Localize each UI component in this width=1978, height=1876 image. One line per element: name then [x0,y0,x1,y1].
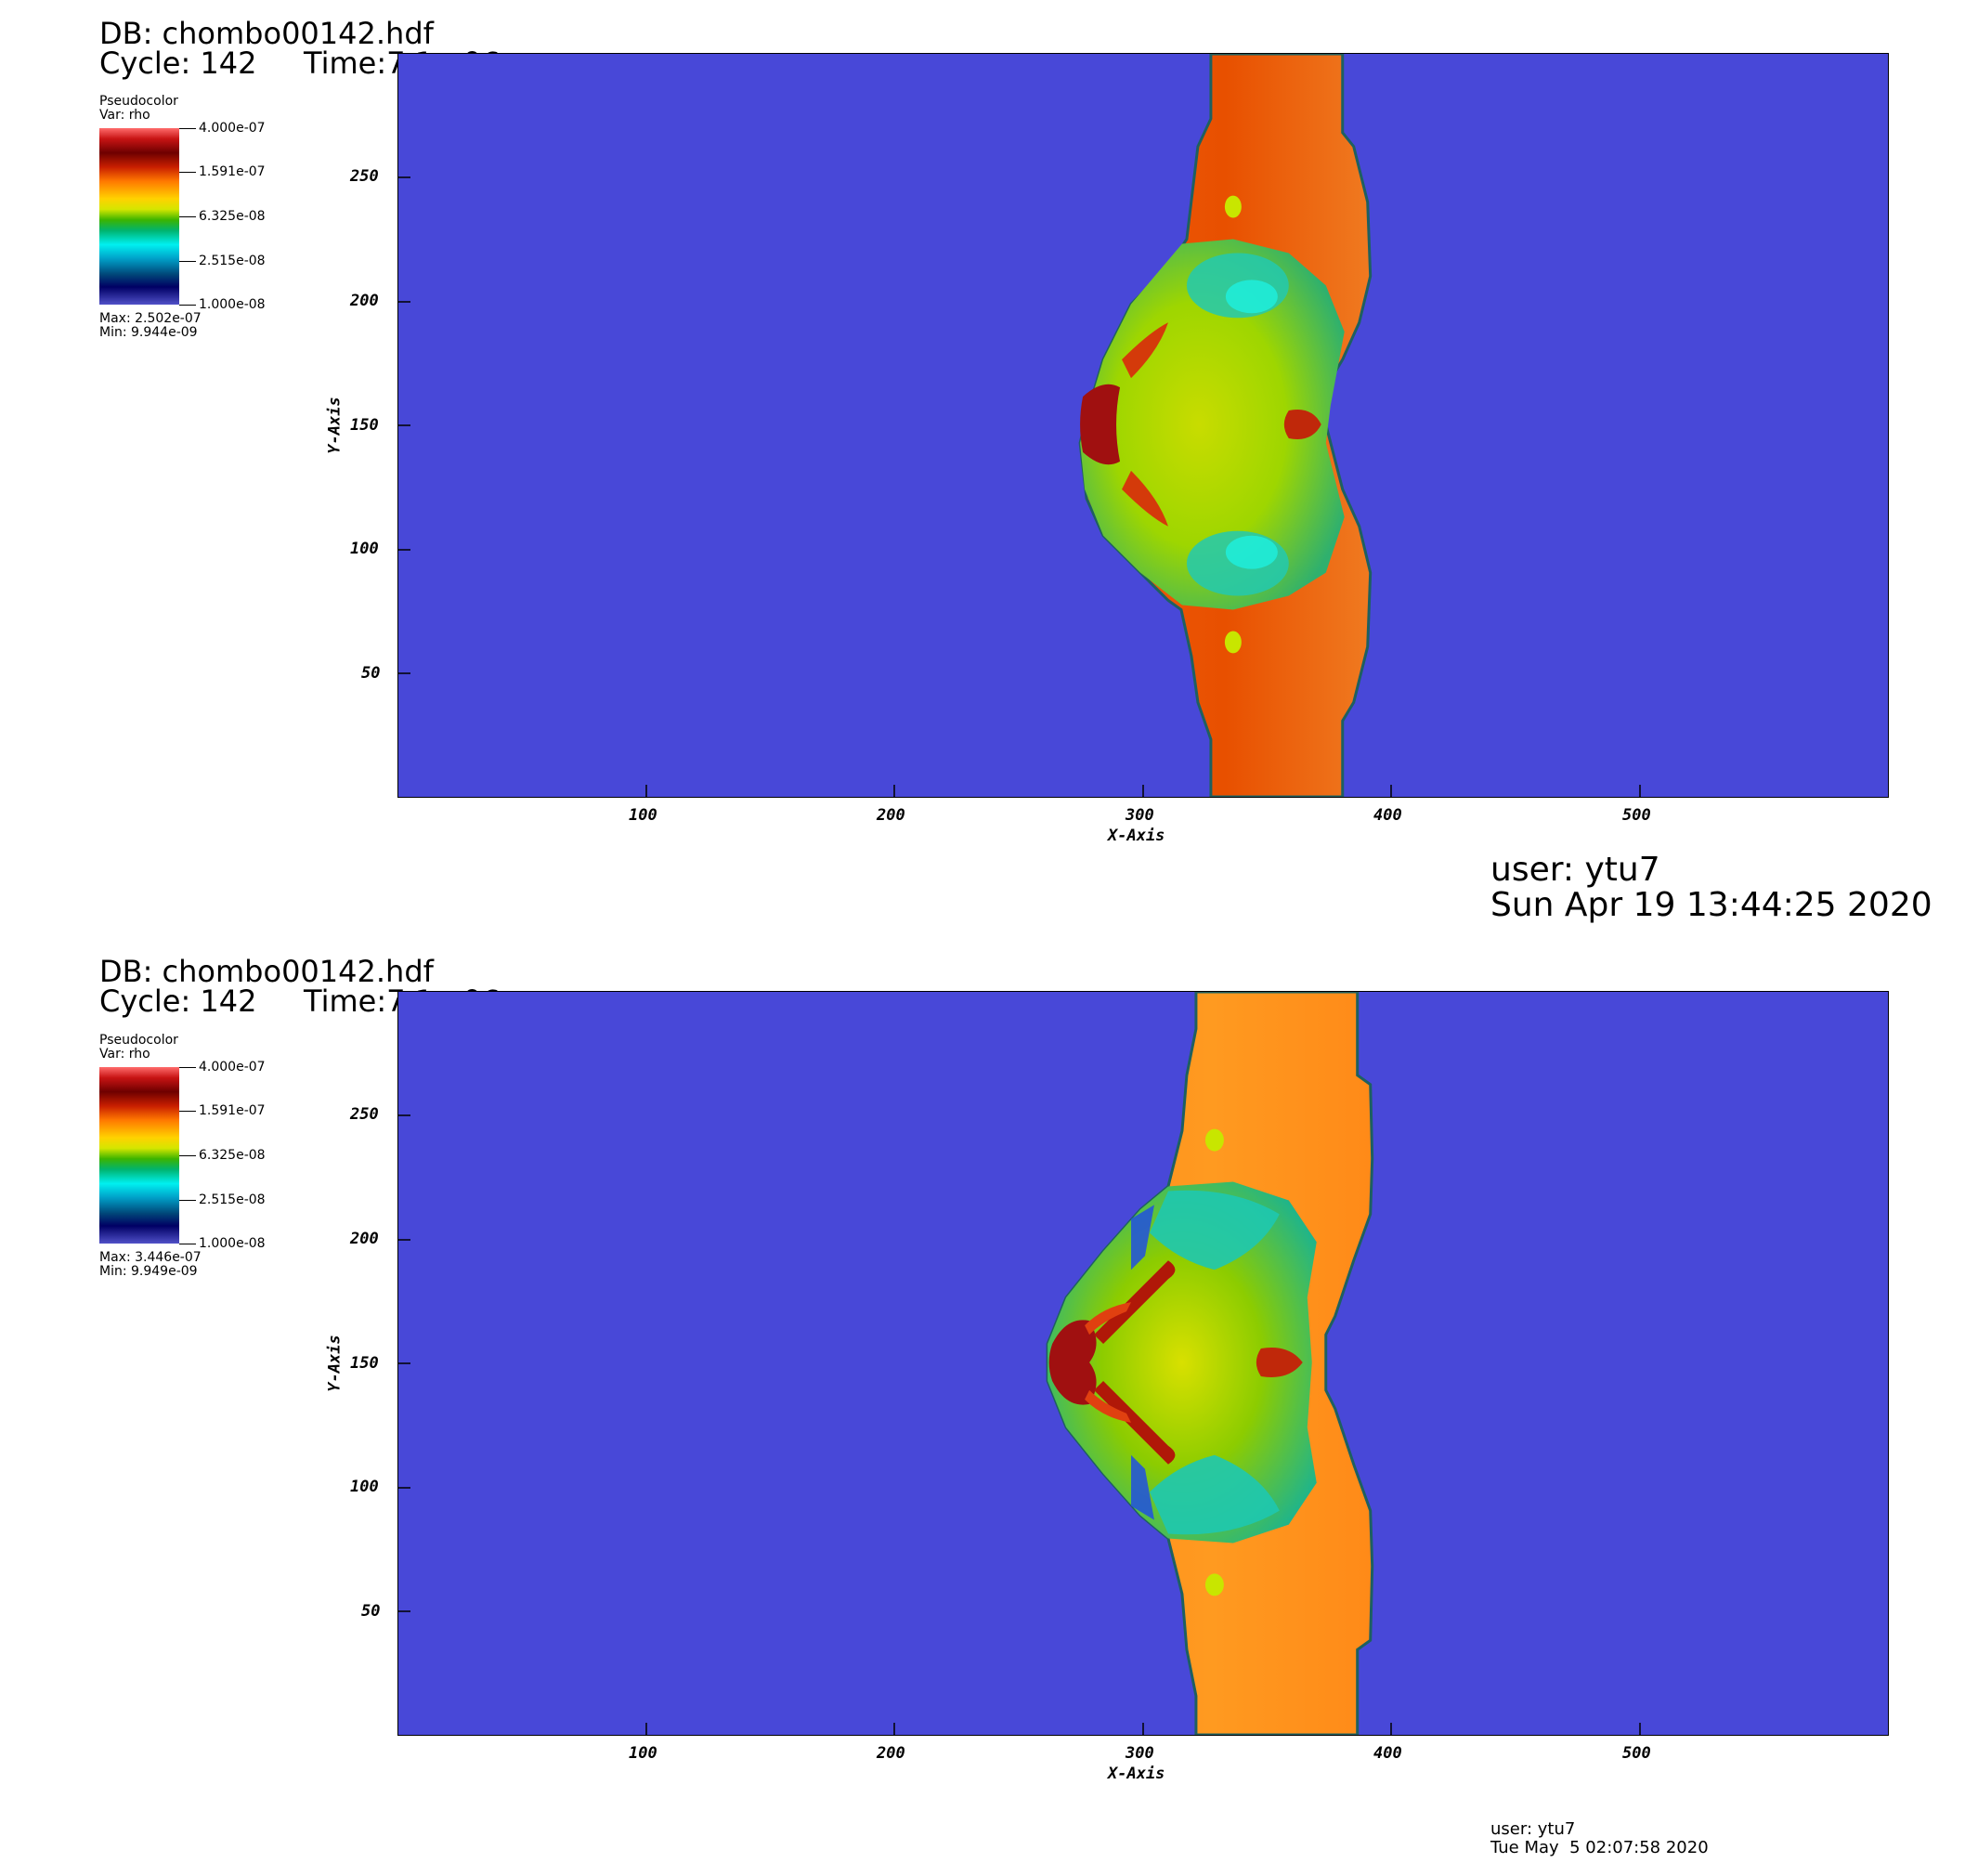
density-field [398,54,1888,797]
y-tick-label: 250 [350,1105,379,1124]
axis-ticks [397,176,1641,798]
y-tick-label: 100 [350,540,379,558]
x-tick-label: 300 [1126,1744,1154,1763]
x-axis-label: X-Axis [1108,827,1165,845]
legend-min: Min: 9.944e-09 [99,325,198,340]
cycle-label: Cycle: 142 [99,46,257,81]
x-tick-label: 200 [877,1744,905,1763]
x-tick-label: 100 [629,1744,657,1763]
user-label: user: ytu7 [1490,1819,1576,1839]
x-tick-label: 500 [1622,1744,1651,1763]
axis-ticks [397,1114,1641,1736]
legend-plot-type: Pseudocolor [99,94,178,109]
date-label: Tue May 5 02:07:58 2020 [1490,1838,1709,1857]
pseudocolor-plot [397,53,1889,798]
colorbar-tick: 4.000e-07 [179,122,266,135]
date-label: Sun Apr 19 13:44:25 2020 [1490,886,1932,924]
user-label: user: ytu7 [1490,851,1660,889]
x-axis-label: X-Axis [1108,1765,1165,1783]
y-tick-label: 50 [361,1602,381,1621]
y-tick-label: 150 [350,416,379,435]
x-tick-label: 400 [1373,1744,1402,1763]
x-tick-label: 100 [629,806,657,825]
colorbar-tick: 1.591e-07 [179,1104,266,1117]
x-tick-label: 500 [1622,806,1651,825]
pseudocolor-plot [397,991,1889,1736]
db-label: DB: chombo00142.hdf [99,16,434,51]
legend-max: Max: 2.502e-07 [99,311,202,326]
colorbar-tick: 2.515e-08 [179,1193,266,1206]
density-field [398,992,1888,1735]
y-tick-label: 200 [350,292,379,310]
colorbar-tick: 1.000e-08 [179,1237,266,1250]
y-tick-label: 50 [361,664,381,683]
cycle-label: Cycle: 142 [99,984,257,1019]
x-tick-label: 300 [1126,806,1154,825]
y-axis-label: Y-Axis [325,1335,345,1392]
colorbar [99,128,179,305]
legend-var: Var: rho [99,1047,150,1062]
visit-panel-top: DB: chombo00142.hdf Cycle: 142 Time:7.1e… [99,16,1932,924]
x-tick-label: 200 [877,806,905,825]
legend-plot-type: Pseudocolor [99,1033,178,1048]
x-tick-label: 400 [1373,806,1402,825]
cycle-time-row: Cycle: 142 Time:7.1e-06 [99,984,501,1019]
legend-var: Var: rho [99,108,150,123]
colorbar-tick: 6.325e-08 [179,210,266,223]
colorbar-tick: 1.000e-08 [179,298,266,311]
colorbar [99,1067,179,1244]
colorbar-tick: 4.000e-07 [179,1061,266,1074]
y-tick-label: 100 [350,1478,379,1496]
cycle-time-row: Cycle: 142 Time:7.1e-06 [99,46,501,81]
colorbar-tick: 2.515e-08 [179,254,266,267]
db-label: DB: chombo00142.hdf [99,954,434,989]
colorbar-tick: 1.591e-07 [179,165,266,178]
y-tick-label: 250 [350,167,379,186]
y-tick-label: 150 [350,1354,379,1373]
y-tick-label: 200 [350,1230,379,1248]
colorbar-tick: 6.325e-08 [179,1149,266,1162]
legend-max: Max: 3.446e-07 [99,1250,202,1265]
legend-min: Min: 9.949e-09 [99,1264,198,1279]
visit-panel-bottom: DB: chombo00142.hdf Cycle: 142 Time:7.1e… [0,938,1978,1876]
y-axis-label: Y-Axis [325,397,345,454]
